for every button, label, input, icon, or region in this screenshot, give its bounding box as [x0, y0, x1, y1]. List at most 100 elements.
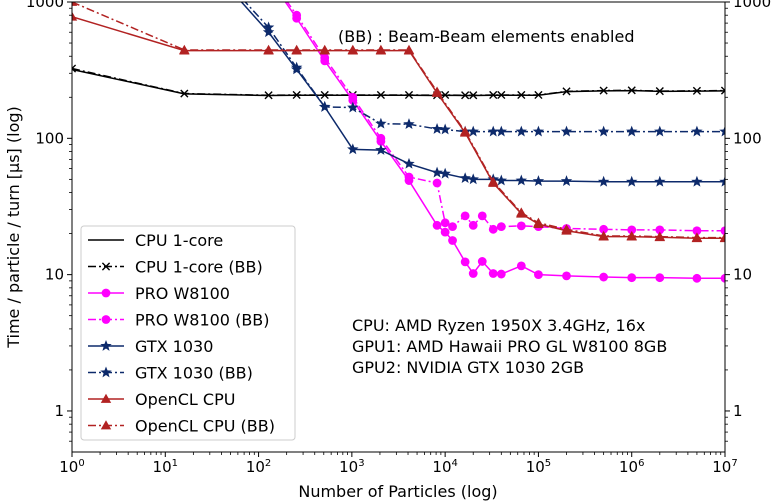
data-point [691, 125, 703, 137]
data-point [467, 125, 479, 137]
legend-marker [100, 393, 112, 403]
data-point [403, 118, 415, 130]
data-point [692, 86, 702, 95]
data-point [404, 90, 414, 100]
data-point [597, 125, 610, 137]
legend-item: GTX 1030 (BB) [88, 364, 253, 383]
legend-label: GTX 1030 (BB) [135, 364, 253, 383]
x-tick-label: 107 [712, 458, 737, 476]
series-line-pro-w8100 [284, 2, 725, 280]
data-point [497, 90, 506, 100]
y-tick-label-left: 10 [45, 266, 64, 284]
data-point [560, 125, 573, 137]
data-point [469, 91, 478, 100]
legend-label: OpenCL CPU [135, 390, 235, 409]
data-point [292, 10, 302, 20]
data-point [655, 225, 665, 235]
data-point [440, 218, 450, 228]
y-tick-label-right: 1 [733, 402, 743, 420]
data-point [431, 166, 443, 178]
data-point [290, 61, 303, 73]
x-tick-label: 104 [432, 458, 457, 476]
data-point [692, 273, 702, 283]
y-tick-label-right: 100 [733, 129, 762, 147]
legend-frame [80, 225, 296, 441]
series-line-cpu-1-core [72, 68, 725, 97]
data-point [441, 90, 450, 100]
data-point [691, 175, 703, 187]
data-point [655, 273, 665, 283]
y-tick-label-left: 1 [54, 402, 64, 420]
data-point [517, 90, 526, 100]
x-tick-label: 106 [619, 458, 644, 476]
data-point [460, 211, 470, 221]
x-tick-label: 105 [526, 458, 551, 476]
data-point [348, 92, 358, 102]
data-point [692, 226, 702, 236]
y-tick-label-left: 100 [35, 129, 64, 147]
legend-item: CPU 1-core [88, 231, 223, 250]
data-point [347, 143, 359, 155]
series-layer [72, 2, 725, 283]
data-point [626, 125, 638, 137]
data-point [264, 91, 273, 100]
data-point [560, 175, 573, 187]
data-point [496, 222, 506, 232]
data-point [431, 86, 443, 96]
data-point [534, 90, 543, 100]
data-point [347, 101, 359, 113]
y-tick-label-right: 10 [733, 266, 752, 284]
data-point [262, 21, 275, 33]
data-point [262, 26, 275, 38]
data-point [468, 269, 478, 278]
legend-marker [100, 420, 112, 430]
data-point [516, 261, 526, 271]
data-point [720, 86, 725, 95]
data-point [292, 90, 301, 100]
data-point [319, 44, 330, 54]
data-point [496, 269, 506, 279]
data-point [375, 117, 387, 129]
data-point [719, 125, 725, 137]
data-point [532, 125, 545, 137]
bb-note: (BB) : Beam-Beam elements enabled [338, 27, 635, 46]
data-point [654, 125, 666, 137]
data-point [439, 123, 451, 135]
legend-item: PRO W8100 [88, 284, 230, 303]
data-point [534, 270, 543, 280]
data-point [72, 2, 78, 6]
legend-item: OpenCL CPU [88, 390, 235, 409]
data-point [180, 89, 189, 98]
data-point [477, 257, 487, 266]
data-point [562, 271, 571, 281]
data-point [495, 174, 508, 186]
data-point [448, 222, 457, 232]
data-point [461, 91, 470, 100]
data-point [432, 178, 442, 188]
data-point [468, 220, 478, 230]
legend-marker [101, 315, 111, 324]
legend-item: PRO W8100 (BB) [88, 311, 270, 330]
data-point [467, 173, 479, 185]
data-point [599, 224, 609, 234]
y-axis-label: Time / particle / turn [µs] (log) [4, 106, 23, 349]
data-point [488, 224, 498, 234]
data-point [488, 176, 499, 186]
data-point [495, 125, 508, 137]
axes-layer: 100 101 102 103 104 105 106 107 1 1 10 10 100 100 1000… [26, 0, 771, 476]
legend-item: GTX 1030 [88, 337, 213, 356]
data-point [459, 126, 471, 136]
data-point [375, 44, 387, 54]
legend-label: CPU 1-core (BB) [135, 258, 263, 277]
series-line-cpu-1-core-bb [72, 67, 725, 97]
data-point [375, 144, 387, 155]
data-point [516, 221, 526, 231]
x-tick-label: 103 [339, 458, 364, 476]
data-point [440, 227, 450, 237]
data-point [655, 87, 664, 96]
data-point [477, 211, 487, 221]
series-line-gtx-1030-bb [244, 2, 725, 133]
legend-marker [100, 340, 112, 351]
data-point [459, 172, 471, 184]
